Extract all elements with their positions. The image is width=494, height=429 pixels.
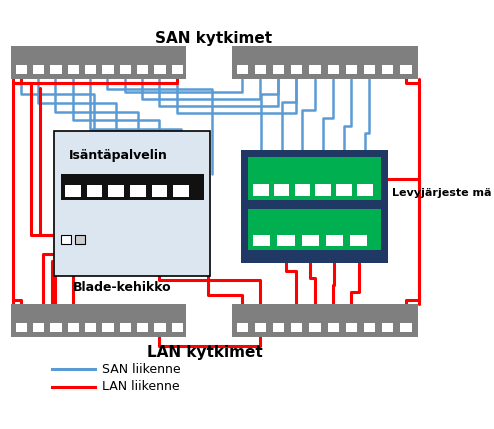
Bar	[328, 65, 339, 74]
Bar	[255, 65, 266, 74]
Bar	[273, 323, 284, 332]
Bar	[350, 235, 368, 246]
Bar	[253, 235, 270, 246]
Bar	[50, 65, 62, 74]
Bar	[248, 157, 381, 200]
Text: Blade-kehikko: Blade-kehikko	[73, 281, 171, 294]
Bar	[232, 304, 417, 337]
Bar	[326, 235, 343, 246]
Bar	[346, 65, 357, 74]
Bar	[120, 323, 131, 332]
Bar	[102, 323, 114, 332]
Bar	[137, 65, 148, 74]
Bar	[248, 209, 381, 251]
Bar	[61, 174, 204, 200]
Bar	[85, 65, 96, 74]
Bar	[61, 235, 71, 244]
Bar	[291, 65, 302, 74]
Bar	[86, 184, 102, 197]
Bar	[130, 184, 146, 197]
Bar	[241, 150, 388, 263]
Bar	[382, 65, 393, 74]
Bar	[237, 323, 248, 332]
Bar	[102, 65, 114, 74]
Text: LAN liikenne: LAN liikenne	[102, 380, 180, 393]
Bar	[154, 65, 165, 74]
Bar	[171, 323, 183, 332]
Bar	[154, 323, 165, 332]
Bar	[273, 65, 284, 74]
Bar	[336, 184, 352, 196]
Bar	[50, 323, 62, 332]
Bar	[316, 184, 331, 196]
Bar	[152, 184, 167, 197]
Bar	[346, 323, 357, 332]
Bar	[33, 323, 44, 332]
Bar	[400, 65, 412, 74]
Bar	[301, 235, 319, 246]
Bar	[16, 65, 27, 74]
Bar	[294, 184, 310, 196]
Bar	[255, 323, 266, 332]
Bar	[277, 235, 294, 246]
Bar	[11, 46, 186, 79]
Bar	[274, 184, 289, 196]
Bar	[364, 65, 375, 74]
Text: Levyjärjeste mä: Levyjärjeste mä	[392, 188, 491, 198]
Text: LAN kytkimet: LAN kytkimet	[148, 345, 263, 360]
Text: Isäntäpalvelin: Isäntäpalvelin	[69, 148, 168, 162]
Bar	[68, 323, 79, 332]
Bar	[309, 65, 321, 74]
Bar	[16, 323, 27, 332]
Bar	[173, 184, 189, 197]
Bar	[328, 323, 339, 332]
Text: SAN kytkimet: SAN kytkimet	[156, 30, 273, 45]
Bar	[382, 323, 393, 332]
Bar	[171, 65, 183, 74]
Bar	[309, 323, 321, 332]
Bar	[75, 235, 85, 244]
Bar	[120, 65, 131, 74]
Bar	[232, 46, 417, 79]
Text: SAN liikenne: SAN liikenne	[102, 363, 181, 376]
Bar	[68, 65, 79, 74]
Bar	[33, 65, 44, 74]
Bar	[137, 323, 148, 332]
Bar	[108, 184, 124, 197]
Bar	[85, 323, 96, 332]
Bar	[253, 184, 269, 196]
Bar	[291, 323, 302, 332]
Bar	[357, 184, 372, 196]
Bar	[54, 131, 210, 275]
Bar	[400, 323, 412, 332]
Bar	[364, 323, 375, 332]
Bar	[11, 304, 186, 337]
Bar	[65, 184, 81, 197]
Bar	[237, 65, 248, 74]
